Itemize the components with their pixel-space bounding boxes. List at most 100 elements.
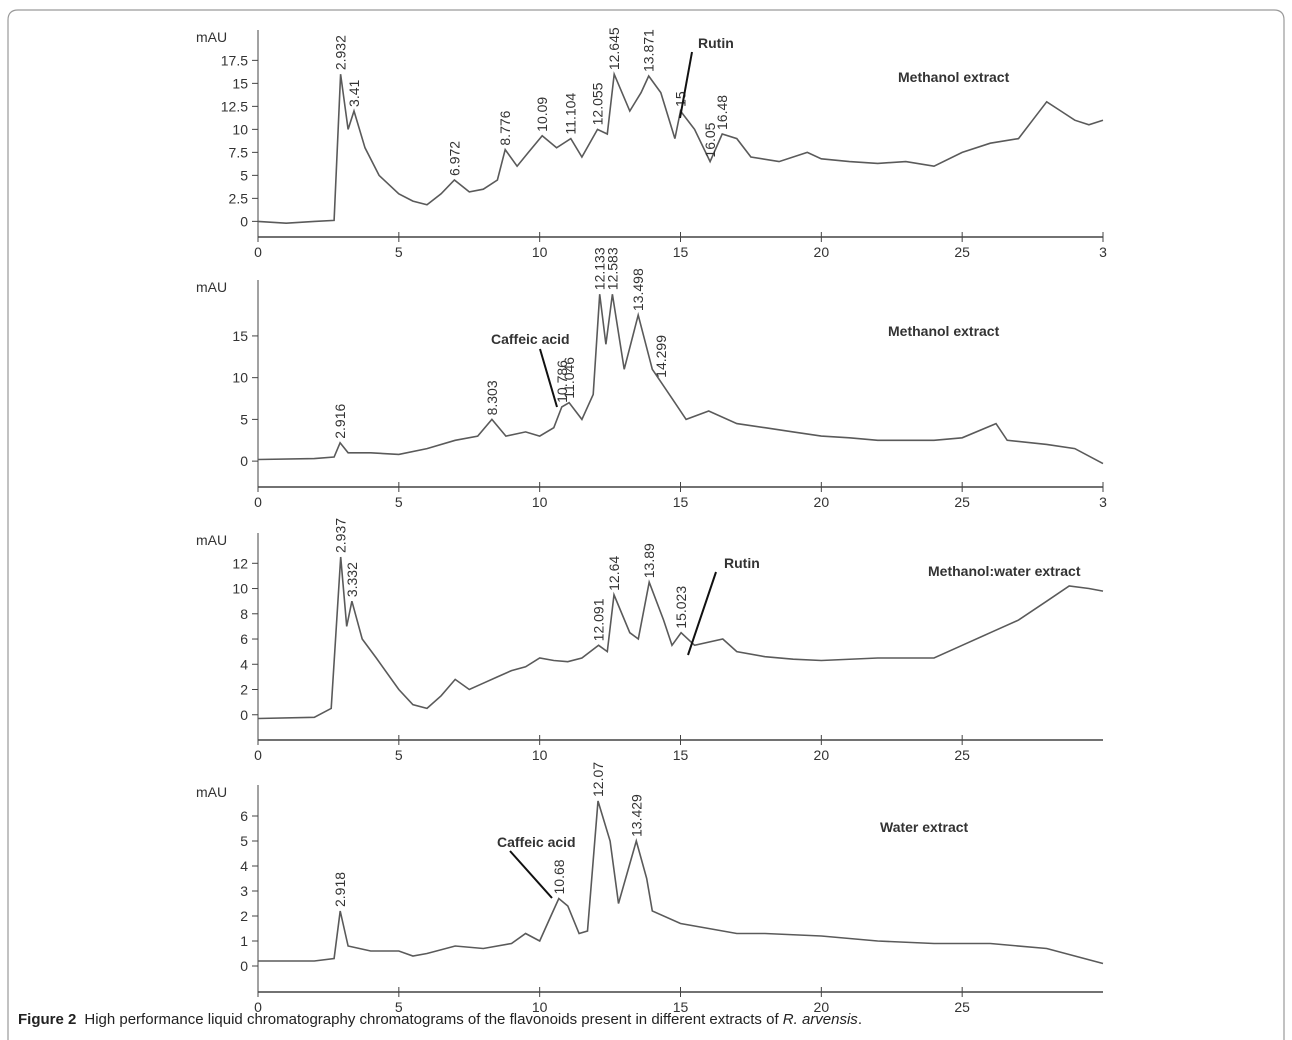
x-tick-label: 15 xyxy=(673,999,689,1015)
peak-label: 13.89 xyxy=(641,543,657,578)
y-tick-label: 12 xyxy=(232,555,248,571)
y-axis-label: mAU xyxy=(196,279,227,295)
chart-title: Methanol extract xyxy=(888,323,1000,339)
peak-label: 12.07 xyxy=(590,762,606,797)
x-tick-label: 5 xyxy=(395,747,403,763)
x-tick-label: 10 xyxy=(532,494,548,510)
y-tick-label: 12.5 xyxy=(221,98,248,114)
annotation-pointer xyxy=(539,348,558,408)
y-tick-label: 0 xyxy=(240,707,248,723)
caption-label: Figure 2 xyxy=(18,1011,76,1028)
x-tick-label: 3 xyxy=(1099,244,1107,260)
annotation-pointer xyxy=(509,850,553,899)
peak-label: 2.932 xyxy=(333,35,349,70)
peak-label: 13.429 xyxy=(628,794,644,837)
peak-label: 6.972 xyxy=(446,141,462,176)
caption-text: High performance liquid chromatography c… xyxy=(84,1011,782,1028)
y-axis-label: mAU xyxy=(196,29,227,45)
chart-title: Methanol:water extract xyxy=(928,563,1081,579)
y-tick-label: 6 xyxy=(240,631,248,647)
peak-label: 12.583 xyxy=(604,247,620,290)
peak-label: 12.055 xyxy=(590,82,606,125)
peak-label: 3.332 xyxy=(344,562,360,597)
chromatogram-line xyxy=(258,800,1104,965)
x-tick-label: 25 xyxy=(954,244,970,260)
annotation-label: Caffeic acid xyxy=(491,331,570,347)
peak-label: 13.871 xyxy=(641,29,657,72)
peak-label: 3.41 xyxy=(346,79,362,106)
caption: Figure 2 High performance liquid chromato… xyxy=(18,1011,862,1028)
x-tick-label: 5 xyxy=(395,999,403,1015)
peak-label: 2.937 xyxy=(333,518,349,553)
x-tick-label: 10 xyxy=(532,999,548,1015)
x-tick-label: 5 xyxy=(395,244,403,260)
peak-label: 16.48 xyxy=(714,95,730,130)
x-tick-label: 0 xyxy=(254,747,262,763)
y-tick-label: 5 xyxy=(240,833,248,849)
peak-label: 12.645 xyxy=(606,27,622,70)
x-tick-label: 20 xyxy=(814,494,830,510)
y-tick-label: 15 xyxy=(232,75,248,91)
y-axis-label: mAU xyxy=(196,784,227,800)
y-tick-label: 2 xyxy=(240,908,248,924)
x-tick-label: 15 xyxy=(673,494,689,510)
x-tick-label: 15 xyxy=(673,244,689,260)
peak-label: 15 xyxy=(673,91,689,107)
x-tick-label: 25 xyxy=(954,747,970,763)
annotation-label: Rutin xyxy=(698,35,734,51)
y-tick-label: 8 xyxy=(240,606,248,622)
x-tick-label: 20 xyxy=(814,244,830,260)
annotation-label: Caffeic acid xyxy=(497,834,576,850)
x-tick-label: 10 xyxy=(532,747,548,763)
x-tick-label: 0 xyxy=(254,494,262,510)
x-tick-label: 10 xyxy=(532,244,548,260)
y-tick-label: 0 xyxy=(240,213,248,229)
peak-label: 12.091 xyxy=(591,598,607,641)
x-tick-label: 25 xyxy=(954,494,970,510)
y-axis-label: mAU xyxy=(196,532,227,548)
peak-label: 8.303 xyxy=(484,380,500,415)
y-tick-label: 10 xyxy=(232,581,248,597)
y-tick-label: 10 xyxy=(232,121,248,137)
chart-title: Water extract xyxy=(880,819,969,835)
x-tick-label: 25 xyxy=(954,999,970,1015)
y-tick-label: 15 xyxy=(232,328,248,344)
peak-label: 10.68 xyxy=(551,859,567,894)
x-tick-label: 15 xyxy=(673,747,689,763)
y-tick-label: 1 xyxy=(240,933,248,949)
x-tick-label: 5 xyxy=(395,494,403,510)
y-tick-label: 5 xyxy=(240,411,248,427)
x-tick-label: 20 xyxy=(814,999,830,1015)
y-tick-label: 7.5 xyxy=(229,144,249,160)
peak-label: 10.786 xyxy=(554,360,570,403)
chart-title: Methanol extract xyxy=(898,69,1010,85)
y-tick-label: 10 xyxy=(232,370,248,386)
y-tick-label: 4 xyxy=(240,656,248,672)
y-tick-label: 2 xyxy=(240,682,248,698)
x-tick-label: 20 xyxy=(814,747,830,763)
peak-label: 15.023 xyxy=(673,586,689,629)
y-tick-label: 4 xyxy=(240,858,248,874)
caption-end: . xyxy=(858,1011,862,1028)
chromatogram-line xyxy=(257,294,1104,465)
chromatogram-line xyxy=(257,556,1104,720)
peak-label: 14.299 xyxy=(653,335,669,378)
chromatogram-line xyxy=(257,71,1104,225)
y-tick-label: 6 xyxy=(240,808,248,824)
peak-label: 2.916 xyxy=(332,404,348,439)
peak-label: 11.104 xyxy=(563,93,579,135)
peak-label: 8.776 xyxy=(497,110,513,145)
annotation-pointer xyxy=(687,571,717,656)
annotation-pointer xyxy=(679,51,693,119)
x-tick-label: 3 xyxy=(1099,494,1107,510)
peak-label: 11.046 xyxy=(561,357,577,399)
annotation-label: Rutin xyxy=(724,555,760,571)
y-tick-label: 3 xyxy=(240,883,248,899)
y-tick-label: 17.5 xyxy=(221,52,248,68)
peak-label: 16.05 xyxy=(702,122,718,157)
y-tick-label: 5 xyxy=(240,167,248,183)
y-tick-label: 0 xyxy=(240,453,248,469)
peak-label: 13.498 xyxy=(630,268,646,311)
